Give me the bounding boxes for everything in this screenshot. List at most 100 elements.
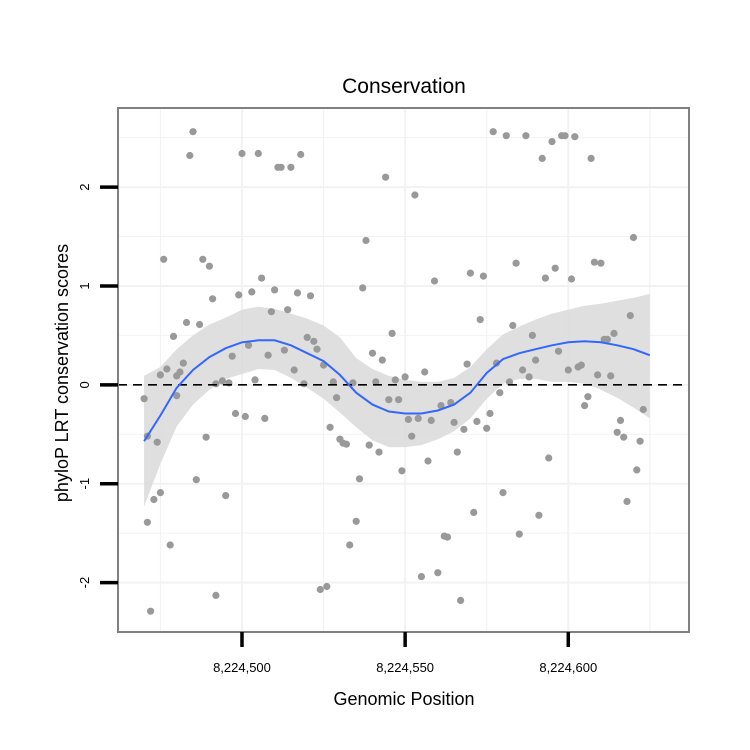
data-point [143,518,151,526]
data-point [166,541,174,549]
data-point [414,414,422,422]
data-point [430,277,439,285]
data-point [261,414,269,422]
data-point [590,258,599,266]
data-point [342,440,350,448]
y-tick-label: 1 [77,282,92,289]
data-point [499,489,507,497]
x-axis: 8,224,500 8,224,550 8,224,600 [213,632,597,675]
data-point [564,366,572,374]
data-point [519,366,527,374]
data-point [466,269,474,277]
data-point [251,376,259,384]
data-point [545,454,553,462]
data-point [505,378,514,386]
data-point [567,275,576,283]
data-point [346,541,354,549]
data-point [525,373,533,381]
data-point [287,163,295,171]
data-point [620,433,628,441]
data-point [277,163,285,171]
data-point [512,259,520,267]
data-point [368,349,377,357]
data-point [515,530,523,538]
data-point [209,295,217,303]
data-point [584,393,592,401]
x-tick-label: 8,224,600 [539,660,597,675]
data-point [238,149,246,158]
data-point [502,132,510,140]
data-point [388,329,396,337]
data-point [486,409,494,418]
data-point [385,396,393,404]
data-point [176,368,184,376]
data-point [306,292,315,300]
data-point [496,389,504,397]
data-point [551,264,559,272]
data-point [460,425,468,433]
data-point [434,569,442,577]
y-tick-label: 0 [77,381,92,388]
data-point [597,259,605,267]
data-point [218,377,226,385]
data-point [212,591,220,600]
data-point [633,466,641,474]
data-point [411,191,419,199]
data-point [427,416,435,424]
data-point [182,318,191,327]
data-point [610,329,618,337]
data-point [205,262,213,270]
data-point [489,128,497,136]
data-point [169,332,178,340]
data-points [140,128,647,615]
data-point [587,154,595,162]
data-point [548,138,556,146]
data-point [290,366,298,374]
data-point [375,448,383,456]
data-point [398,467,406,475]
data-point [424,457,432,465]
data-point [607,372,615,380]
data-point [310,337,318,345]
data-point [258,274,266,282]
data-point [235,291,243,299]
y-tick-label: -2 [77,577,92,589]
data-point [280,346,288,354]
data-point [173,392,181,400]
data-point [581,402,589,410]
x-tick-label: 8,224,550 [376,660,434,675]
data-point [231,409,240,418]
data-point [443,533,452,541]
data-point [626,312,634,320]
data-point [241,412,249,421]
data-point [271,286,279,294]
data-point [532,356,540,364]
data-point [554,347,563,355]
data-point [359,284,367,292]
data-point [212,380,220,388]
data-point [140,395,148,403]
data-point [254,149,262,158]
data-point [450,418,458,426]
data-point [528,331,537,339]
data-point [284,306,292,314]
data-point [509,321,517,330]
chart-title: Conservation [342,75,466,98]
data-point [636,437,644,445]
x-axis-title: Genomic Position [333,689,474,709]
data-point [248,288,256,296]
data-point [153,438,161,446]
data-point [365,441,373,449]
data-point [300,380,308,388]
data-point [535,511,543,519]
data-point [189,128,197,136]
data-point [378,356,386,364]
data-point [408,432,416,440]
data-point [196,320,204,329]
data-point [228,352,236,360]
data-point [186,151,194,160]
data-point [293,289,302,297]
data-point [372,378,380,386]
data-point [463,360,471,368]
